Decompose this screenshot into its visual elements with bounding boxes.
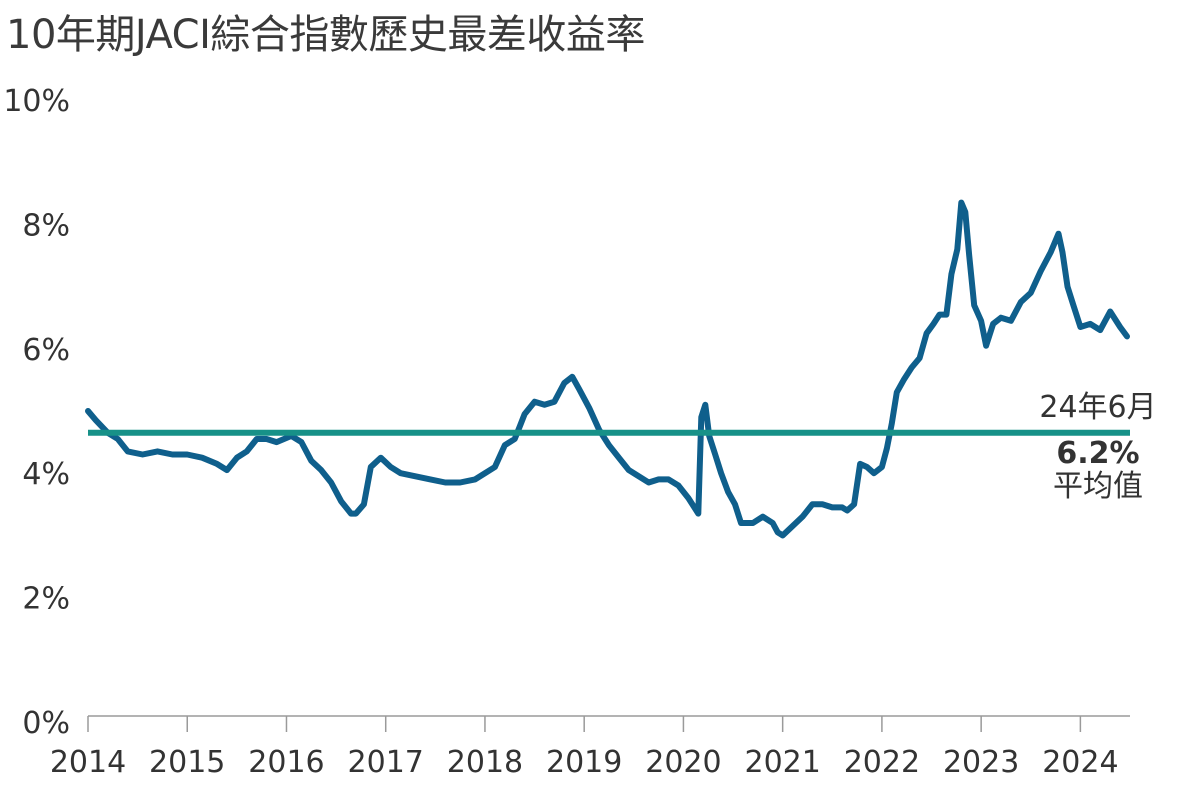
y-axis-ticks: 0% 2% 4% 6% 8% 10% xyxy=(3,84,70,741)
x-tick-label: 2021 xyxy=(744,745,820,780)
y-tick-label: 10% xyxy=(3,84,70,119)
x-tick-label: 2018 xyxy=(447,745,523,780)
y-tick-label: 6% xyxy=(22,333,70,368)
x-tick-label: 2024 xyxy=(1042,745,1118,780)
annotation-average-label: 平均值 xyxy=(1053,469,1143,504)
annotation-date-label: 24年6月 xyxy=(1039,390,1156,425)
x-tick-label: 2023 xyxy=(943,745,1019,780)
x-axis-ticks: 2014 2015 2016 2017 2018 2019 2020 2021 2022 2023… xyxy=(50,716,1119,780)
annotation-value-label: 6.2% xyxy=(1056,436,1139,471)
x-tick-label: 2017 xyxy=(348,745,424,780)
x-tick-label: 2014 xyxy=(50,745,126,780)
x-tick-label: 2016 xyxy=(248,745,324,780)
y-tick-label: 4% xyxy=(22,457,70,492)
x-tick-label: 2019 xyxy=(546,745,622,780)
x-tick-label: 2020 xyxy=(645,745,721,780)
x-tick-label: 2015 xyxy=(149,745,225,780)
chart-title: 10年期JACI綜合指數歷史最差收益率 xyxy=(6,12,645,58)
y-tick-label: 2% xyxy=(22,582,70,617)
x-tick-label: 2022 xyxy=(844,745,920,780)
y-tick-label: 0% xyxy=(22,706,70,741)
y-tick-label: 8% xyxy=(22,208,70,243)
series-line xyxy=(85,199,1130,539)
